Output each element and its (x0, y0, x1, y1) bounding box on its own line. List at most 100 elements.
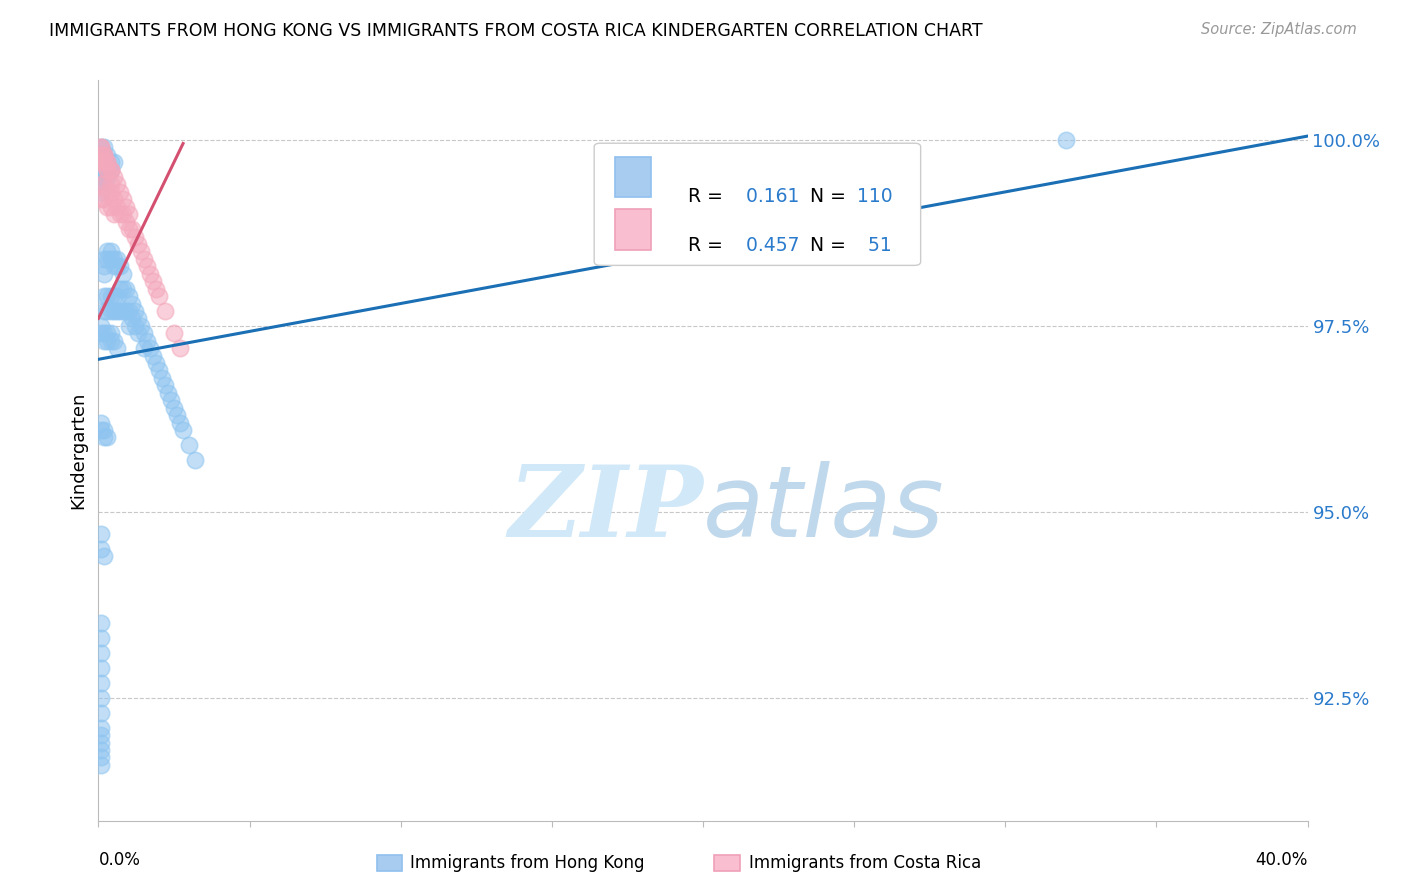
Point (93, 326, 115, 341)
Point (93, 334, 115, 348)
Point (90, 147, 112, 161)
Point (90, 416, 112, 430)
Point (114, 304, 136, 318)
Point (103, 334, 125, 348)
Point (169, 416, 191, 430)
Point (108, 185, 131, 199)
Point (90, 750, 112, 764)
Point (100, 185, 122, 199)
Text: N =: N = (810, 236, 852, 255)
Point (90, 140, 112, 154)
Point (148, 289, 170, 303)
Point (90, 147, 112, 161)
Point (111, 192, 134, 206)
Point (90, 169, 112, 184)
Point (105, 178, 128, 192)
Point (127, 326, 149, 341)
Text: Source: ZipAtlas.com: Source: ZipAtlas.com (1201, 22, 1357, 37)
Point (114, 214, 136, 228)
Point (90, 646, 112, 660)
Point (90, 326, 112, 341)
Point (100, 326, 122, 341)
Point (96, 162, 118, 177)
Point (96, 304, 118, 318)
Point (114, 282, 136, 296)
Text: R =: R = (688, 236, 728, 255)
Text: R =: R = (688, 187, 728, 206)
Point (103, 207, 125, 221)
Point (184, 452, 207, 467)
Point (121, 311, 143, 326)
Point (90, 632, 112, 646)
Point (90, 155, 112, 169)
Point (145, 282, 167, 296)
Point (156, 385, 179, 400)
Point (93, 169, 115, 184)
Point (105, 200, 128, 214)
Point (127, 237, 149, 252)
Point (90, 140, 112, 154)
Point (114, 200, 136, 214)
Text: IMMIGRANTS FROM HONG KONG VS IMMIGRANTS FROM COSTA RICA KINDERGARTEN CORRELATION: IMMIGRANTS FROM HONG KONG VS IMMIGRANTS … (49, 22, 983, 40)
Point (142, 274, 165, 288)
Point (90, 676, 112, 690)
Point (105, 289, 128, 303)
Point (90, 757, 112, 772)
Point (108, 260, 131, 274)
Point (108, 282, 131, 296)
Point (93, 267, 115, 281)
Point (100, 244, 122, 259)
Text: 0.161: 0.161 (740, 187, 800, 206)
Point (121, 296, 143, 310)
Point (153, 378, 176, 392)
Point (93, 430, 115, 444)
Point (139, 341, 162, 355)
Point (90, 155, 112, 169)
Point (96, 147, 118, 161)
Point (90, 661, 112, 675)
Point (96, 430, 118, 444)
Point (1054, 133, 1077, 147)
Point (172, 423, 194, 437)
Point (108, 207, 131, 221)
Point (100, 162, 122, 177)
Point (111, 304, 134, 318)
Point (103, 304, 125, 318)
Point (135, 334, 157, 348)
Point (90, 185, 112, 199)
Point (90, 318, 112, 333)
Point (100, 304, 122, 318)
Text: 0.457: 0.457 (740, 236, 800, 255)
Point (139, 267, 162, 281)
Point (93, 162, 115, 177)
Point (90, 155, 112, 169)
Text: 40.0%: 40.0% (1256, 851, 1308, 869)
Point (93, 147, 115, 161)
Point (93, 252, 115, 266)
Text: ZIP: ZIP (508, 461, 703, 558)
Point (118, 207, 141, 221)
Point (93, 549, 115, 564)
Point (93, 260, 115, 274)
Point (100, 200, 122, 214)
Point (93, 289, 115, 303)
Point (100, 155, 122, 169)
Point (100, 162, 122, 177)
Point (96, 155, 118, 169)
Point (124, 318, 146, 333)
Point (90, 147, 112, 161)
Point (90, 178, 112, 192)
Point (129, 318, 152, 333)
Point (105, 252, 128, 266)
Point (150, 371, 173, 385)
Point (96, 289, 118, 303)
Point (129, 244, 152, 259)
Point (96, 169, 118, 184)
Point (90, 147, 112, 161)
Point (96, 200, 118, 214)
Point (93, 178, 115, 192)
Point (100, 289, 122, 303)
Point (90, 735, 112, 749)
Point (166, 408, 188, 422)
Point (96, 252, 118, 266)
